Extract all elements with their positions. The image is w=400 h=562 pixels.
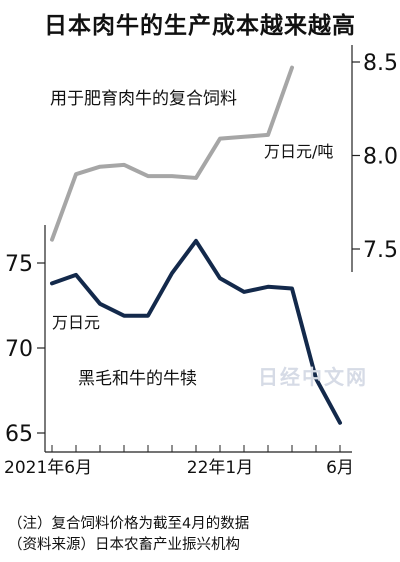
- time-axis-tick-label: 6月: [326, 458, 354, 478]
- feed-axis-tick-label: 8.5: [363, 51, 398, 76]
- time-axis-tick-label: 22年1月: [187, 458, 253, 478]
- source-note: （资料来源）日本农畜产业振兴机构: [8, 537, 240, 553]
- feed-axis-tick-label: 7.5: [363, 238, 398, 263]
- calf-price-series: [50, 238, 342, 425]
- time-axis: 2021年6月 22年1月 6月: [4, 445, 354, 478]
- chart-title: 日本肉牛的生产成本越来越高: [44, 13, 356, 39]
- feed-price-axis: 7.5 8.0 8.5 万日元/吨: [264, 45, 398, 272]
- feed-price-series: [50, 65, 294, 242]
- time-axis-tick-label: 2021年6月: [4, 458, 92, 478]
- calf-axis-tick-label: 75: [5, 252, 33, 277]
- footnote: （注）复合饲料价格为截至4月的数据: [8, 516, 250, 532]
- calf-axis-tick-label: 70: [5, 337, 33, 362]
- calf-axis-tick-label: 65: [5, 422, 33, 447]
- calf-price-axis: 65 70 75 万日元: [5, 225, 100, 452]
- calf-axis-unit: 万日元: [52, 313, 100, 332]
- feed-series-label: 用于肥育肉牛的复合饲料: [50, 89, 237, 109]
- watermark: 日经中文网: [258, 365, 368, 389]
- calf-series-label: 黑毛和牛的牛犊: [78, 369, 197, 389]
- feed-axis-unit: 万日元/吨: [264, 142, 333, 161]
- feed-axis-tick-label: 8.0: [363, 145, 398, 170]
